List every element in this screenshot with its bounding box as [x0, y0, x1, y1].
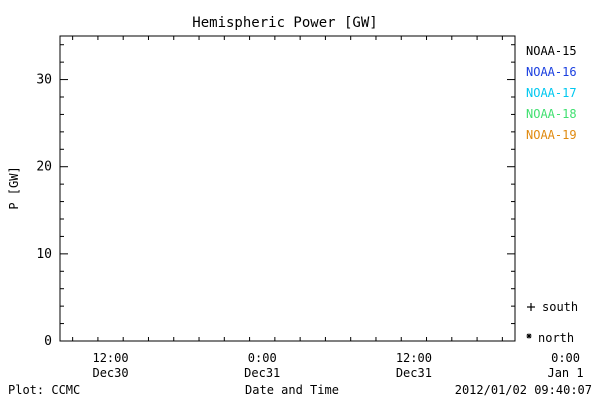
- legend-entry: NOAA-19: [526, 128, 577, 142]
- legend-entry: NOAA-17: [526, 86, 577, 100]
- legend-entry: NOAA-16: [526, 65, 577, 79]
- y-tick-label: 10: [36, 247, 52, 262]
- y-tick-label: 20: [36, 160, 52, 175]
- footer-left: Plot: CCMC: [8, 383, 80, 397]
- legend-north-label: north: [538, 331, 574, 345]
- y-tick-label: 0: [44, 334, 52, 349]
- x-axis-label: Date and Time: [245, 383, 339, 397]
- x-tick-label-date: Dec31: [244, 366, 280, 380]
- legend: NOAA-15 NOAA-16 NOAA-17 NOAA-18 NOAA-19 south…: [526, 44, 578, 345]
- y-tick-label: 30: [36, 73, 52, 88]
- legend-entry: NOAA-18: [526, 107, 577, 121]
- plot-frame: [59, 35, 516, 342]
- footer-right: 2012/01/02 09:40:07: [455, 383, 592, 397]
- y-axis: 0 10 20 30: [36, 44, 515, 349]
- x-tick-label-date: Jan 1: [547, 366, 583, 380]
- legend-south-marker: [527, 303, 535, 311]
- legend-south-label: south: [542, 300, 578, 314]
- x-tick-label-time: 12:00: [396, 351, 432, 365]
- legend-entry: NOAA-15: [526, 44, 577, 58]
- x-tick-label-date: Dec31: [396, 366, 432, 380]
- legend-north-marker: [526, 333, 532, 339]
- y-axis-label: P [GW]: [7, 166, 21, 209]
- x-tick-label-time: 0:00: [248, 351, 277, 365]
- x-tick-label-time: 12:00: [92, 351, 128, 365]
- chart-title: Hemispheric Power [GW]: [192, 15, 377, 31]
- x-tick-label-time: 0:00: [551, 351, 580, 365]
- x-tick-label-date: Dec30: [92, 366, 128, 380]
